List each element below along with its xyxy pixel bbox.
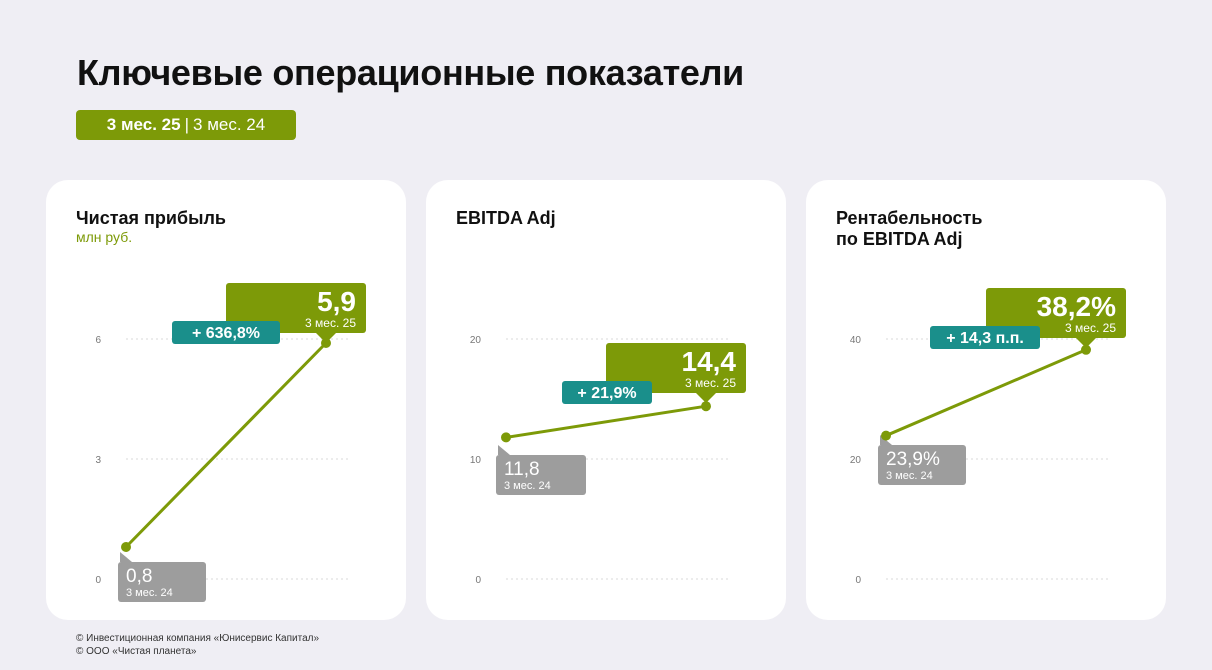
current-period-caption: 3 мес. 25: [685, 376, 736, 390]
card-title: Чистая прибыль: [76, 208, 226, 228]
previous-callout: [118, 562, 206, 602]
series-line: [884, 348, 1088, 438]
period-separator: |: [184, 115, 190, 134]
current-callout: [606, 343, 746, 393]
previous-callout-pointer: [498, 445, 510, 455]
series-line: [124, 341, 328, 549]
card-net-profit: Чистая прибыль млн руб. 0 3 6 0,8 3 мес. 24 5…: [46, 180, 406, 620]
change-label: + 14,3 п.п.: [946, 330, 1024, 347]
y-tick-label: 0: [475, 575, 481, 586]
footer-line: © Инвестиционная компания «Юнисервис Кап…: [76, 633, 320, 644]
y-tick-label: 10: [470, 455, 482, 466]
card-ebitda-adj: EBITDA Adj 0 10 20 11,8 3 мес. 24 14,4 3 мес. …: [426, 180, 786, 620]
data-point-previous: [501, 432, 511, 443]
current-value-label: 5,9: [317, 286, 356, 317]
data-point-current: [701, 401, 711, 412]
previous-period-caption: 3 мес. 24: [126, 587, 173, 599]
footer-copyright: © Инвестиционная компания «Юнисервис Кап…: [76, 632, 319, 658]
previous-value-label: 23,9%: [886, 449, 940, 470]
data-point-previous: [881, 430, 891, 441]
period-current: 3 мес. 25: [106, 115, 181, 134]
data-point-current: [321, 338, 331, 348]
previous-period-caption: 3 мес. 24: [504, 480, 551, 492]
current-period-caption: 3 мес. 25: [1065, 321, 1116, 335]
y-tick-label: 6: [95, 335, 101, 346]
series-line: [504, 404, 708, 439]
previous-value-label: 11,8: [504, 459, 540, 480]
card-title: Рентабельность по EBITDA Adj: [836, 208, 983, 249]
chart-ebitda-margin: 0 20 40 23,9%3 мес. 24 38,2%3 мес. 25 + 14,3 …: [850, 288, 1126, 586]
previous-callout: [496, 455, 586, 495]
previous-callout: [878, 445, 966, 485]
data-point-current: [1081, 344, 1091, 355]
current-callout-pointer: [696, 393, 716, 403]
current-value-label: 14,4: [682, 346, 737, 377]
change-badge: [172, 321, 280, 344]
current-callout: [986, 288, 1126, 338]
previous-value-label: 0,8: [126, 566, 152, 587]
previous-period-caption: 3 мес. 24: [886, 470, 933, 482]
change-badge: [562, 381, 652, 404]
change-label: + 21,9%: [577, 385, 636, 402]
chart-ebitda-adj: 0 10 20 11,83 мес. 24 14,43 мес. 25 + 21,9%: [470, 335, 746, 586]
current-period-caption: 3 мес. 25: [305, 316, 356, 330]
data-point-previous: [121, 542, 131, 552]
card-title: EBITDA Adj: [456, 208, 556, 228]
card-ebitda-margin: Рентабельность по EBITDA Adj 0 20 40 23,9% 3…: [806, 180, 1166, 620]
card-subtitle: млн руб.: [76, 229, 133, 245]
chart-net-profit: 0 3 6 0,83 мес. 24 5,93 мес. 25 + 636,8%: [95, 283, 366, 602]
previous-callout-pointer: [120, 552, 132, 562]
change-label: + 636,8%: [192, 325, 260, 342]
current-value-label: 38,2%: [1037, 291, 1116, 322]
page-title: Ключевые операционные показатели: [77, 52, 745, 93]
y-tick-label: 3: [95, 455, 101, 466]
current-callout: [226, 283, 366, 333]
footer-line: © ООО «Чистая планета»: [76, 646, 197, 657]
period-previous: 3 мес. 24: [193, 115, 266, 134]
current-callout-pointer: [1076, 338, 1096, 348]
change-badge: [930, 326, 1040, 349]
y-tick-label: 20: [850, 455, 862, 466]
period-legend: 3 мес. 25 | 3 мес. 24: [76, 110, 296, 140]
y-tick-label: 0: [95, 575, 101, 586]
y-tick-label: 40: [850, 335, 862, 346]
y-tick-label: 20: [470, 335, 482, 346]
y-tick-label: 0: [855, 575, 861, 586]
